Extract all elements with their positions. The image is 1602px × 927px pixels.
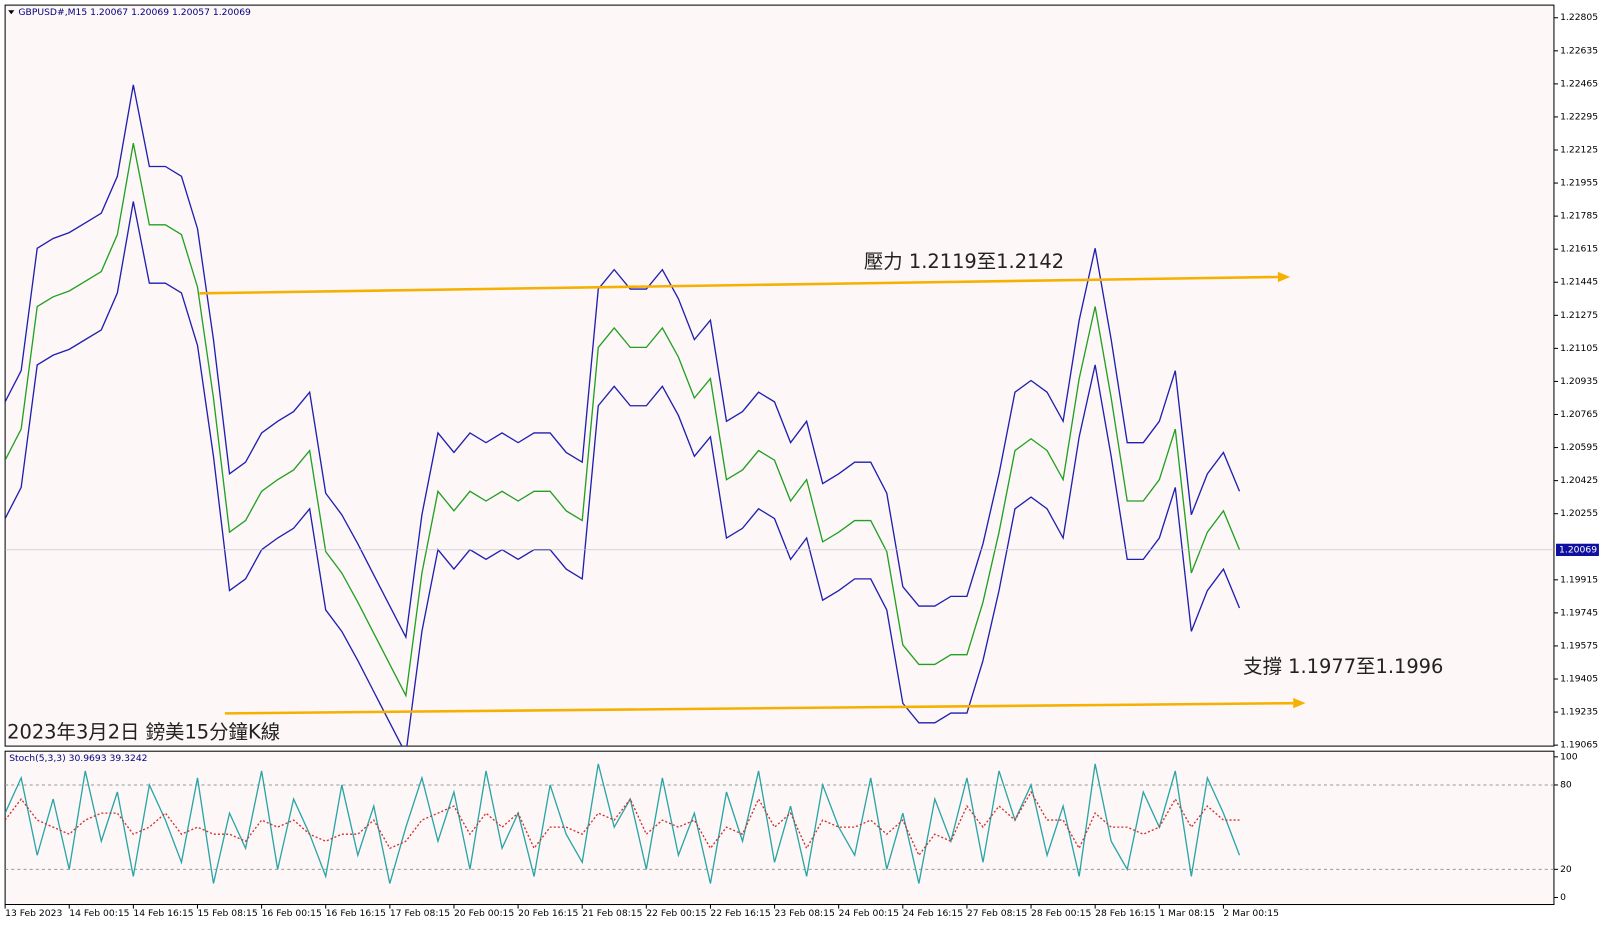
- x-tick-label: 17 Feb 08:15: [390, 908, 450, 919]
- chart-title: GBPUSD#,M15 1.20067 1.20069 1.20057 1.20…: [18, 7, 251, 18]
- y-tick-label: 1.22635: [1560, 45, 1598, 56]
- y-tick-label: 1.20765: [1560, 409, 1598, 420]
- resistance-arrow: [1277, 271, 1291, 283]
- series-line: [5, 84, 1241, 640]
- y-tick-label: 1.21275: [1560, 310, 1598, 321]
- x-tick-label: 21 Feb 08:15: [582, 908, 642, 919]
- y-tick-label: 1.19915: [1560, 574, 1598, 585]
- x-tick-label: 28 Feb 16:15: [1095, 908, 1155, 919]
- x-tick-label: 20 Feb 16:15: [518, 908, 578, 919]
- current-price-label: 1.20069: [1559, 544, 1597, 555]
- y-tick-label: 1.19405: [1560, 674, 1598, 685]
- x-tick-label: 1 Mar 08:15: [1159, 908, 1215, 919]
- y-tick-label: 1.22465: [1560, 78, 1598, 89]
- current-price-box: [1555, 543, 1599, 556]
- x-tick-label: 28 Feb 00:15: [1031, 908, 1091, 919]
- x-tick-label: 24 Feb 16:15: [903, 908, 963, 919]
- y-tick-label: 1.22125: [1560, 145, 1598, 156]
- y-tick-label: 1.20935: [1560, 376, 1598, 387]
- resistance-label: 壓力 1.2119至1.2142: [864, 250, 1064, 273]
- y-tick-label: 1.19575: [1560, 640, 1598, 651]
- y-tick-label: 1.19065: [1560, 740, 1598, 751]
- series-line: [5, 143, 1241, 698]
- y-tick-label: 1.21955: [1560, 178, 1598, 189]
- resistance-line: [199, 275, 1278, 295]
- x-tick-label: 16 Feb 16:15: [326, 908, 386, 919]
- series-line: [5, 201, 1241, 747]
- y-tick-label: 1.20595: [1560, 442, 1598, 453]
- y-tick-label: 80: [1560, 779, 1572, 790]
- stoch-panel: [4, 750, 1555, 906]
- x-tick-label: 22 Feb 00:15: [646, 908, 706, 919]
- x-tick-label: 23 Feb 08:15: [775, 908, 835, 919]
- x-tick-label: 2 Mar 00:15: [1223, 908, 1279, 919]
- x-tick-label: 14 Feb 00:15: [69, 908, 129, 919]
- plot-layer: 1.22805 1.22635 1.22465 1.22295 1.22125 1.219…: [4, 12, 1599, 919]
- y-tick-label: 100: [1560, 751, 1578, 762]
- x-tick-label: 15 Feb 08:15: [197, 908, 257, 919]
- series-group: [5, 763, 1241, 884]
- x-tick-label: 27 Feb 08:15: [967, 908, 1027, 919]
- support-label: 支撐 1.1977至1.1996: [1243, 655, 1443, 678]
- y-tick-label: 1.22295: [1560, 111, 1598, 122]
- menu-icon: [8, 10, 15, 15]
- y-tick-label: 0: [1560, 892, 1566, 903]
- x-tick-label: 14 Feb 16:15: [133, 908, 193, 919]
- price-panel: [4, 4, 1555, 747]
- y-tick-label: 20: [1560, 864, 1572, 875]
- y-tick-label: 1.19235: [1560, 707, 1598, 718]
- x-tick-label: 13 Feb 2023: [5, 908, 62, 919]
- support-arrow: [1293, 698, 1306, 709]
- y-tick-label: 1.21105: [1560, 343, 1598, 354]
- series-line: [5, 790, 1240, 857]
- x-tick-label: 16 Feb 00:15: [262, 908, 322, 919]
- y-tick-label: 1.19745: [1560, 607, 1598, 618]
- support-line: [224, 701, 1294, 715]
- chart-caption: 2023年3月2日 鎊美15分鐘K線: [7, 720, 280, 743]
- y-tick-label: 1.21445: [1560, 277, 1598, 288]
- y-tick-label: 1.21785: [1560, 211, 1598, 222]
- y-tick-label: 1.22805: [1560, 12, 1598, 23]
- y-tick-label: 1.20425: [1560, 475, 1598, 486]
- x-tick-label: 22 Feb 16:15: [710, 908, 770, 919]
- x-tick-label: 24 Feb 00:15: [839, 908, 899, 919]
- series-group: [5, 84, 1241, 747]
- stoch-title: Stoch(5,3,3) 30.9693 39.3242: [9, 753, 147, 764]
- y-tick-label: 1.20255: [1560, 508, 1598, 519]
- y-tick-label: 1.21615: [1560, 244, 1598, 255]
- x-tick-label: 20 Feb 00:15: [454, 908, 514, 919]
